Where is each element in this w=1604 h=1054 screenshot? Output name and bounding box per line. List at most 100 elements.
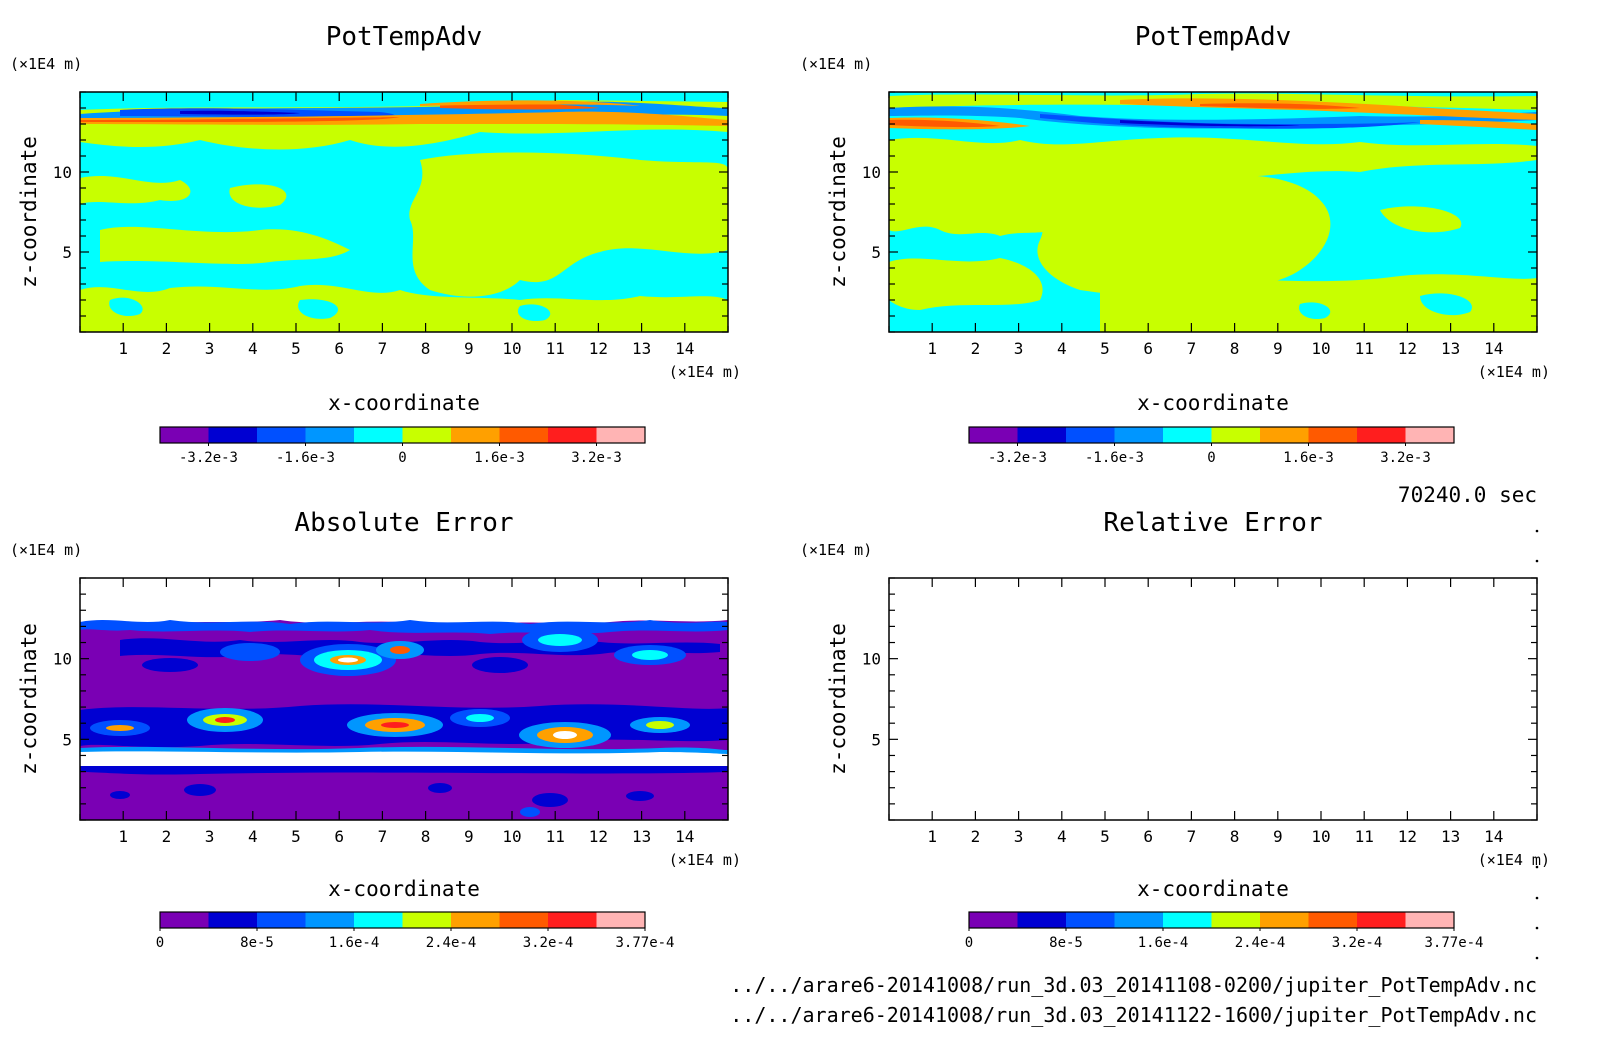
- x-tick-label: 4: [1057, 339, 1067, 358]
- x-tick-label: 11: [546, 339, 565, 358]
- colorbar-label: 3.2e-4: [523, 935, 574, 951]
- x-tick-label: 4: [1057, 827, 1067, 846]
- colorbar-swatch: [402, 912, 452, 928]
- x-ticks: 1 2 3 4 5 6 7 8 9 10 11 12 13 14: [888, 92, 1538, 358]
- x-tick-label: 5: [1100, 339, 1110, 358]
- file-path-2: ../../arare6-20141008/run_3d.03_20141122…: [730, 1003, 1537, 1027]
- x-ticks: 1 2 3 4 5 6 7 8 9 10 11 12 13 14: [888, 578, 1538, 846]
- colorbar-swatch: [451, 912, 500, 928]
- colorbar-swatch: [1405, 427, 1455, 443]
- colorbar-frame: [968, 911, 1455, 929]
- x-tick-label: 9: [1273, 339, 1283, 358]
- x-tick-label: 1: [927, 339, 937, 358]
- colorbar-swatch: [1066, 912, 1115, 928]
- x-tick-label: 7: [1187, 827, 1197, 846]
- colorbar-swatch: [1308, 427, 1358, 443]
- colorbar-label: -3.2e-3: [179, 450, 238, 466]
- y-tick-label: 5: [62, 730, 72, 749]
- x-tick-label: 10: [1311, 339, 1330, 358]
- y-ticks: 5 10: [862, 91, 1537, 333]
- colorbar-swatch: [1163, 427, 1212, 443]
- x-tick-label: 14: [675, 339, 694, 358]
- x-tick-label: 11: [546, 827, 565, 846]
- colorbar: 0 8e-5 1.6e-4 2.4e-4 3.2e-4 3.77e-4: [156, 911, 675, 951]
- x-tick-label: 11: [1355, 339, 1374, 358]
- colorbar-swatch: [1114, 427, 1164, 443]
- panel-top-left: PotTempAdv (×1E4 m) 1 2 3 4 5 6 7 8 9 10 11 12 13 14 …: [10, 22, 741, 466]
- colorbar-label: 3.77e-4: [1424, 935, 1483, 951]
- colorbar-label: 8e-5: [240, 935, 274, 951]
- x-tick-label: 10: [502, 339, 521, 358]
- colorbar-label: 0: [965, 935, 973, 951]
- colorbar-swatch: [548, 912, 597, 928]
- x-axis-label: x-coordinate: [328, 877, 480, 901]
- x-tick-label: 8: [1230, 827, 1240, 846]
- x-tick-label: 5: [291, 827, 301, 846]
- colorbar-swatch: [305, 427, 355, 443]
- x-tick-label: 3: [205, 827, 215, 846]
- colorbar-swatch: [1260, 427, 1309, 443]
- colorbar-swatch: [354, 427, 403, 443]
- plot-frame: [888, 91, 1538, 333]
- x-unit-label: (×1E4 m): [1478, 363, 1550, 381]
- x-tick-label: 2: [971, 827, 981, 846]
- x-tick-label: 6: [334, 827, 344, 846]
- contour-field: [80, 92, 728, 332]
- colorbar-swatch: [208, 427, 258, 443]
- colorbar-label: -3.2e-3: [988, 450, 1047, 466]
- colorbar-swatch: [969, 427, 1018, 443]
- y-axis-label: z-coordinate: [17, 623, 41, 775]
- x-tick-label: 10: [1311, 827, 1330, 846]
- x-tick-label: 4: [248, 339, 258, 358]
- colorbar-swatch: [548, 427, 597, 443]
- colorbar-label: 1.6e-3: [474, 450, 525, 466]
- x-tick-label: 1: [118, 827, 128, 846]
- colorbar-swatch: [160, 912, 209, 928]
- x-tick-label: 6: [334, 339, 344, 358]
- x-tick-label: 7: [378, 339, 388, 358]
- colorbar-label: 2.4e-4: [426, 935, 477, 951]
- y-axis-label: z-coordinate: [17, 136, 41, 288]
- x-tick-label: 10: [502, 827, 521, 846]
- colorbar: -3.2e-3 -1.6e-3 0 1.6e-3 3.2e-3: [159, 426, 646, 466]
- x-tick-label: 12: [589, 339, 608, 358]
- y-ticks: 5 10: [53, 577, 728, 821]
- panel-title: PotTempAdv: [326, 22, 483, 52]
- panel-title: Relative Error: [1103, 508, 1322, 538]
- x-tick-label: 7: [1187, 339, 1197, 358]
- y-unit-label: (×1E4 m): [10, 541, 82, 559]
- x-axis-label: x-coordinate: [1137, 877, 1289, 901]
- x-tick-label: 5: [1100, 827, 1110, 846]
- colorbar-swatch: [1260, 912, 1309, 928]
- x-tick-label: 12: [589, 827, 608, 846]
- colorbar-swatch: [257, 427, 306, 443]
- colorbar-swatch: [1017, 427, 1067, 443]
- panel-bottom-left: Absolute Error (×1E4 m): [10, 508, 741, 951]
- x-tick-label: 1: [118, 339, 128, 358]
- colorbar-label: -1.6e-3: [276, 450, 335, 466]
- x-tick-label: 9: [464, 827, 474, 846]
- y-tick-label: 5: [871, 243, 881, 262]
- y-unit-label: (×1E4 m): [800, 55, 872, 73]
- y-tick-label: 10: [862, 163, 881, 182]
- colorbar-frame: [159, 911, 646, 929]
- x-tick-label: 8: [421, 339, 431, 358]
- contour-field: [889, 92, 1537, 332]
- y-axis-label: z-coordinate: [826, 136, 850, 288]
- colorbar-label: 1.6e-3: [1283, 450, 1334, 466]
- x-tick-label: 4: [248, 827, 258, 846]
- colorbar: 0 8e-5 1.6e-4 2.4e-4 3.2e-4 3.77e-4: [965, 911, 1484, 951]
- colorbar-label: 1.6e-4: [329, 935, 380, 951]
- x-tick-label: 13: [1441, 827, 1460, 846]
- colorbar-swatch: [1308, 912, 1358, 928]
- x-tick-label: 3: [1014, 827, 1024, 846]
- x-tick-label: 12: [1398, 827, 1417, 846]
- panel-title: Absolute Error: [294, 508, 513, 538]
- x-ticks: 1 2 3 4 5 6 7 8 9 10 11 12 13 14: [79, 578, 729, 846]
- x-unit-label: (×1E4 m): [1478, 851, 1550, 869]
- colorbar-swatch: [208, 912, 258, 928]
- colorbar-swatch: [596, 427, 646, 443]
- y-ticks: 5 10: [53, 91, 728, 333]
- x-tick-label: 7: [378, 827, 388, 846]
- colorbar-swatch: [354, 912, 403, 928]
